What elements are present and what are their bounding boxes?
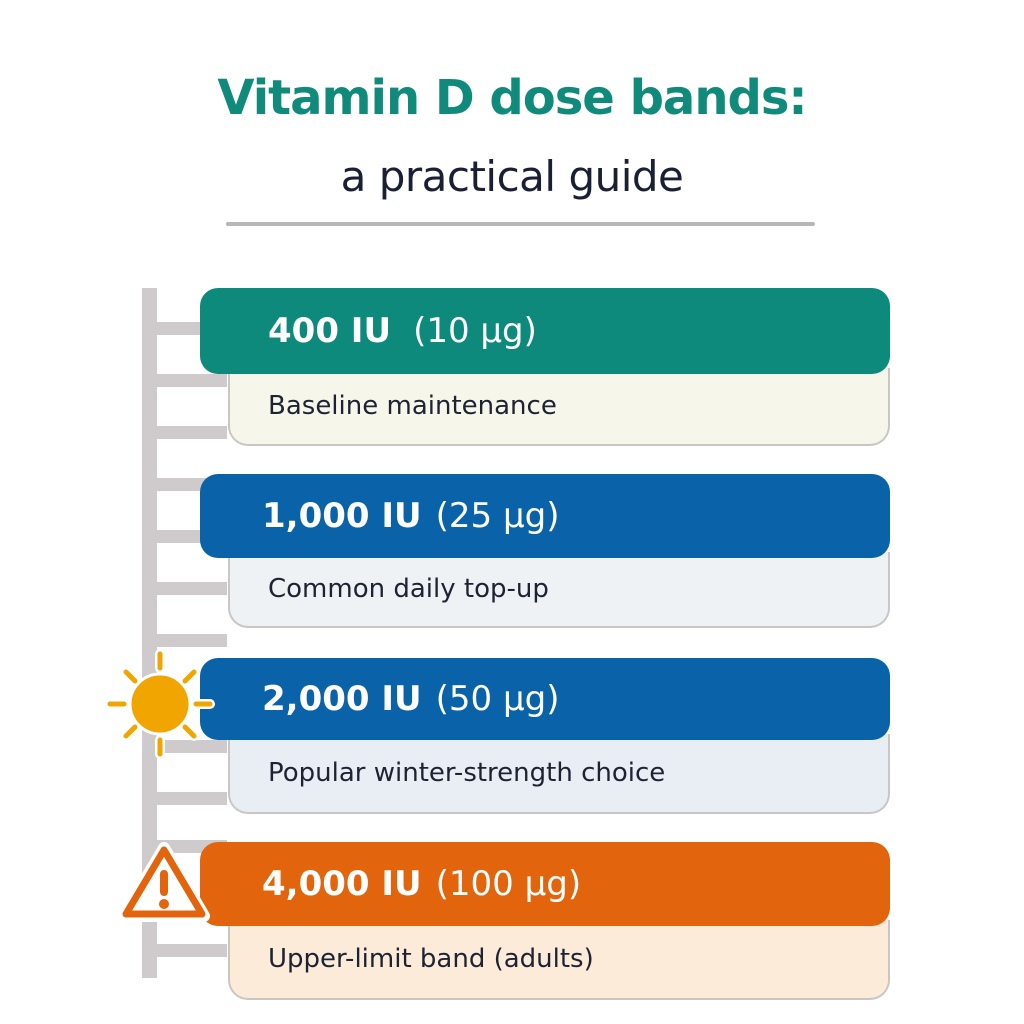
- band-metric: (100 µg): [435, 864, 582, 904]
- dose-band-4000: Upper-limit band (adults) 4,000 IU (100 …: [200, 842, 890, 1000]
- page-title: Vitamin D dose bands:: [217, 70, 807, 126]
- ladder-rung: [157, 374, 227, 387]
- band-header: 4,000 IU (100 µg): [200, 842, 890, 926]
- band-dose: 1,000 IU: [262, 496, 422, 536]
- band-description: Upper-limit band (adults): [268, 944, 594, 974]
- ladder-rung: [157, 582, 227, 595]
- band-metric: (10 µg): [413, 311, 537, 351]
- ladder-rung: [157, 634, 227, 647]
- ladder-rung: [157, 944, 227, 957]
- dose-band-400: Baseline maintenance 400 IU (10 µg): [200, 288, 890, 446]
- ladder-rung: [157, 426, 227, 439]
- band-panel: Upper-limit band (adults): [228, 920, 890, 1000]
- band-description: Common daily top-up: [268, 574, 549, 604]
- warning-icon: [118, 842, 210, 924]
- band-metric: (50 µg): [435, 679, 560, 719]
- band-panel: Baseline maintenance: [228, 368, 890, 446]
- band-dose: 400 IU: [268, 311, 392, 351]
- page-subtitle: a practical guide: [340, 152, 684, 201]
- title-divider: [226, 222, 815, 226]
- band-panel: Popular winter-strength choice: [228, 734, 890, 814]
- band-panel: Common daily top-up: [228, 552, 890, 628]
- ladder-rung: [157, 792, 227, 805]
- dose-band-2000: Popular winter-strength choice 2,000 IU …: [200, 658, 890, 814]
- band-description: Baseline maintenance: [268, 391, 557, 421]
- band-description: Popular winter-strength choice: [268, 758, 666, 788]
- band-header: 1,000 IU (25 µg): [200, 474, 890, 558]
- band-header: 2,000 IU (50 µg): [200, 658, 890, 740]
- band-dose: 2,000 IU: [262, 679, 422, 719]
- dose-band-1000: Common daily top-up 1,000 IU (25 µg): [200, 474, 890, 628]
- band-header: 400 IU (10 µg): [200, 288, 890, 374]
- ladder-rung: [157, 740, 227, 753]
- ladder-rail: [142, 288, 157, 978]
- sun-icon: [104, 648, 216, 760]
- band-dose: 4,000 IU: [262, 864, 422, 904]
- band-metric: (25 µg): [435, 496, 560, 536]
